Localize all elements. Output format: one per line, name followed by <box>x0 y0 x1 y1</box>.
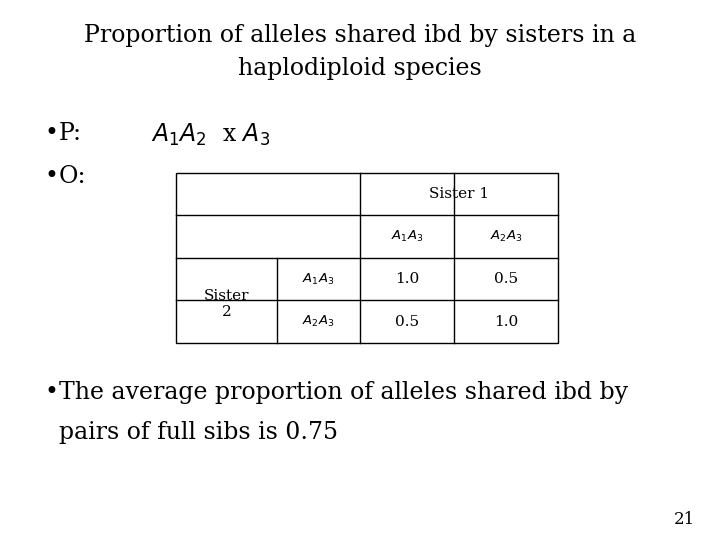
Text: 0.5: 0.5 <box>395 315 419 329</box>
Text: O:: O: <box>59 165 86 188</box>
Text: The average proportion of alleles shared ibd by: The average proportion of alleles shared… <box>59 381 628 404</box>
Text: 2: 2 <box>222 305 232 319</box>
Text: Sister: Sister <box>204 289 250 303</box>
Text: Sister 1: Sister 1 <box>429 187 489 201</box>
Text: •: • <box>45 381 58 404</box>
Text: $A_1A_3$: $A_1A_3$ <box>302 272 335 287</box>
Text: Proportion of alleles shared ibd by sisters in a: Proportion of alleles shared ibd by sist… <box>84 24 636 48</box>
Text: $A_2A_3$: $A_2A_3$ <box>490 229 522 244</box>
Text: $A_1A_3$: $A_1A_3$ <box>391 229 423 244</box>
Text: 0.5: 0.5 <box>494 272 518 286</box>
Text: 1.0: 1.0 <box>395 272 419 286</box>
Text: P:: P: <box>59 122 82 145</box>
Text: 21: 21 <box>673 511 695 528</box>
Text: $A_1A_2$  x $A_3$: $A_1A_2$ x $A_3$ <box>151 122 271 148</box>
Text: $A_2A_3$: $A_2A_3$ <box>302 314 335 329</box>
Text: •: • <box>45 122 58 145</box>
Text: •: • <box>45 165 58 188</box>
Text: pairs of full sibs is 0.75: pairs of full sibs is 0.75 <box>59 421 338 444</box>
Text: 1.0: 1.0 <box>494 315 518 329</box>
Text: haplodiploid species: haplodiploid species <box>238 57 482 80</box>
Bar <box>176 173 558 343</box>
